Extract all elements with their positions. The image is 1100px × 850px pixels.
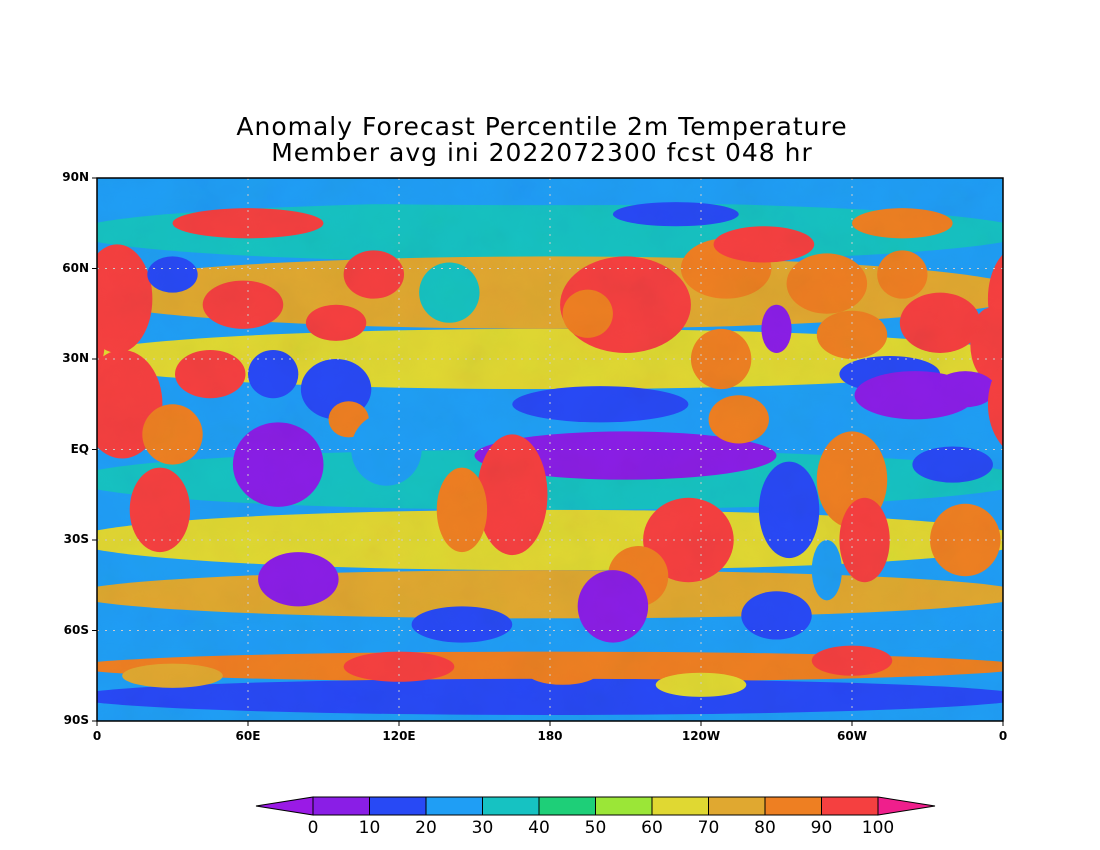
colorbar-label: 20 [415,818,437,838]
axis-ticks [92,177,1004,726]
colorbar-label: 100 [861,818,895,838]
colorbar-label: 30 [471,818,494,838]
colorbar-segment [595,796,653,816]
colorbar-segment [425,796,483,816]
texture-overlay [97,178,1003,721]
y-tick-label: 60N [62,260,89,275]
colorbar-label: 60 [641,818,663,838]
colorbar-label: 0 [307,818,319,838]
colorbar-label: 90 [810,818,833,838]
colorbar-segment [764,796,822,816]
x-tick-label: 60W [837,729,867,743]
x-tick-label: 120E [382,729,416,743]
y-tick-label: 60S [63,622,89,637]
y-tick-label: 90S [63,713,89,727]
x-tick-label: 60E [235,729,261,743]
colorbar-segment [369,796,427,816]
colorbar-segment [538,796,596,816]
x-tick-label: 0 [92,729,102,743]
x-tick-label: 120W [681,729,721,743]
colorbar-max-triangle [877,796,936,816]
colorbar-segment [651,796,709,816]
colorbar-label: 80 [754,818,776,838]
colorbar-label: 70 [697,818,720,838]
map-title: Anomaly Forecast Percentile 2m Temperatu… [236,112,848,141]
colorbar-segment [708,796,766,816]
y-tick-label: EQ [70,441,89,456]
y-tick-label: 30S [63,532,89,546]
colorbar-min-triangle [255,796,314,816]
colorbar-label: 40 [528,818,550,838]
y-tick-label: 90N [62,170,89,184]
colorbar-label: 10 [358,818,381,838]
x-tick-label: 0 [998,729,1008,743]
map-subtitle: Member avg ini 2022072300 fcst 048 hr [271,138,813,167]
colorbar-segment [312,796,370,816]
colorbar-segment [482,796,540,816]
colorbar-label: 50 [584,818,607,838]
colorbar-segment [821,796,879,816]
y-tick-label: 30N [62,351,89,365]
x-tick-label: 180 [537,729,563,743]
